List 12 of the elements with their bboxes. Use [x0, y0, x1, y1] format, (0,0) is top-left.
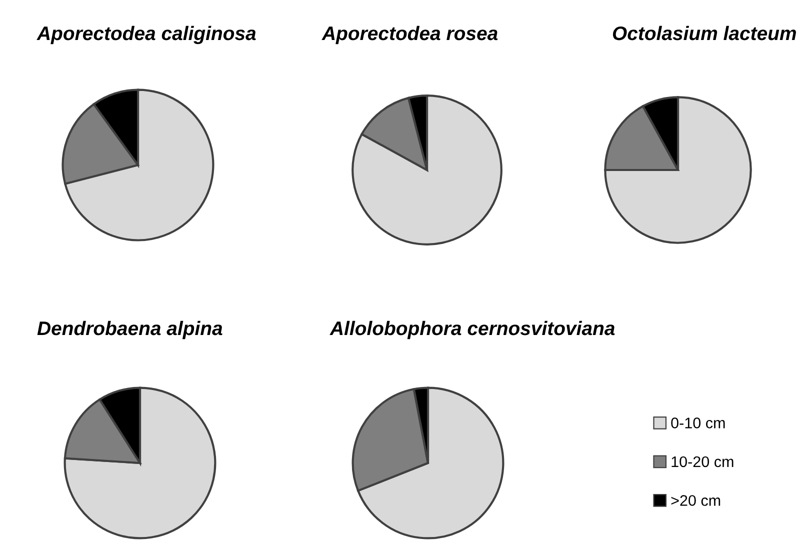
chart-title: Octolasium lacteum [612, 26, 796, 40]
legend-label: 0-10 cm [671, 418, 725, 428]
pie-slice [604, 96, 752, 244]
chart-title: Dendrobaena alpina [37, 320, 222, 340]
pie-slice [64, 386, 216, 540]
pie-slice [64, 88, 214, 242]
chart-title: Allolobophora cernosvitoviana [330, 320, 615, 340]
chart-title: Aporectodea caliginosa [36, 26, 256, 44]
chart-title: Aporectodea rosea [322, 26, 498, 44]
legend-label: 10-20 cm [672, 456, 734, 468]
legend-label: >20 cm [671, 495, 720, 506]
pie-slice [352, 94, 502, 246]
